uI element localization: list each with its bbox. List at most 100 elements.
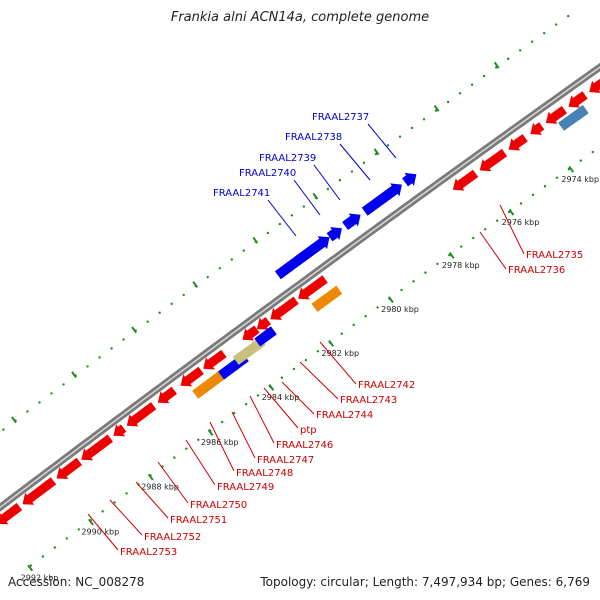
label-leader-line — [209, 421, 235, 472]
feature-box-orange — [192, 371, 224, 399]
tick-dot-inner — [386, 144, 390, 147]
gene-label-reverse: FRAAL2736 — [508, 265, 565, 276]
gene-label-reverse: FRAAL2749 — [217, 482, 274, 493]
tick-dot-outer — [352, 323, 355, 327]
feature-box-orange — [311, 285, 343, 312]
tick-dot-outer — [53, 546, 57, 549]
tick-dot-outer — [519, 202, 523, 205]
gene-label-reverse: FRAAL2752 — [144, 532, 201, 543]
gene-label-reverse: FRAAL2751 — [170, 515, 227, 526]
tick-dot-inner — [206, 275, 209, 279]
tick-dot-inner — [398, 135, 402, 138]
tick-dot-outer — [579, 159, 583, 162]
reverse-gene-arrow — [452, 169, 479, 191]
forward-gene-arrow — [402, 172, 417, 187]
tick-label: 2976 kbp — [502, 218, 540, 227]
tick-dot-inner — [506, 57, 510, 61]
tick-dot-outer — [304, 358, 308, 362]
major-tick — [207, 429, 214, 436]
major-tick — [508, 208, 515, 216]
tick-dot-outer — [41, 555, 45, 558]
reverse-gene-arrow — [242, 325, 260, 341]
label-leader-line — [499, 204, 525, 255]
major-tick-inner — [433, 104, 440, 112]
label-leader-line — [109, 499, 143, 536]
tick-dot-outer — [185, 447, 188, 450]
feature-box-blue — [254, 326, 277, 347]
major-tick-inner — [312, 192, 319, 200]
tick-dot-inner — [458, 92, 462, 95]
label-leader-line — [281, 381, 315, 415]
major-tick — [448, 252, 455, 259]
tick-label: 2988 kbp — [141, 483, 179, 492]
gene-label-forward: FRAAL2739 — [259, 153, 316, 164]
tick-dot-inner — [218, 267, 221, 270]
tick-dot-outer — [555, 176, 559, 179]
tick-dot-inner — [38, 401, 41, 404]
major-tick-inner — [493, 61, 500, 69]
tick-dot-inner — [170, 302, 173, 306]
tick-dot-outer — [280, 376, 284, 379]
reverse-gene-arrow — [508, 134, 528, 151]
gene-label-reverse: FRAAL2743 — [340, 395, 397, 406]
tick-dot-inner — [278, 222, 282, 226]
gene-label-reverse: FRAAL2735 — [526, 250, 583, 261]
major-tick — [268, 384, 275, 391]
tick-dot-inner — [362, 161, 366, 164]
tick-label: 2978 kbp — [442, 261, 480, 270]
tick-dot-outer — [364, 315, 367, 318]
accession-text: Accession: NC_008278 — [8, 575, 145, 589]
reverse-gene-arrow — [157, 386, 177, 404]
tick-dot-inner — [26, 410, 29, 413]
reverse-gene-arrow — [0, 503, 23, 525]
tick-dot-inner — [230, 258, 233, 261]
tick-dot-inner — [50, 392, 53, 395]
map-title: Frankia alni ACN14a, complete genome — [170, 10, 430, 25]
tick-dot-outer — [113, 501, 116, 504]
reverse-gene-arrow — [56, 457, 82, 479]
gene-label-reverse: FRAAL2744 — [316, 410, 373, 421]
gene-label-forward: FRAAL2740 — [239, 168, 296, 179]
tick-dot-inner — [266, 231, 270, 235]
tick-dot-inner — [350, 170, 354, 173]
tick-dot-inner — [122, 338, 125, 341]
tick-dot-outer — [77, 528, 80, 531]
label-leader-line — [299, 361, 339, 400]
tick-dot-outer — [232, 411, 236, 415]
tick-dot-inner — [290, 214, 294, 217]
tick-dot-inner — [410, 126, 414, 130]
label-leader-line — [367, 123, 397, 159]
major-tick-inner — [192, 281, 199, 288]
tick-dot-inner — [182, 293, 185, 297]
tick-dot-outer — [256, 394, 260, 397]
major-tick-inner — [71, 371, 77, 379]
major-tick — [328, 340, 334, 347]
tick-dot-outer — [531, 193, 535, 197]
tick-dot-outer — [173, 456, 176, 459]
major-tick — [88, 518, 94, 526]
gene-label-reverse: FRAAL2753 — [120, 547, 177, 558]
tick-label: 2974 kbp — [561, 175, 599, 184]
tick-dot-inner — [567, 14, 570, 18]
tick-dot-outer — [436, 262, 439, 266]
tick-dot-inner — [326, 187, 330, 191]
reverse-gene-arrow — [81, 434, 113, 461]
tick-dot-outer — [101, 510, 104, 513]
tick-dot-inner — [242, 249, 245, 252]
tick-dot-inner — [446, 100, 450, 104]
tick-dot-inner — [2, 428, 5, 431]
tick-label: 2984 kbp — [262, 393, 300, 402]
label-leader-line — [157, 461, 189, 504]
tick-dot-inner — [302, 205, 306, 208]
tick-dot-outer — [65, 537, 68, 540]
reverse-gene-arrow — [298, 275, 328, 300]
label-leader-line — [231, 411, 256, 459]
tick-label: 2992 kbp — [21, 573, 59, 582]
gene-label-forward: FRAAL2737 — [312, 112, 369, 123]
label-leader-line — [263, 387, 299, 429]
tick-label: 2980 kbp — [381, 305, 419, 314]
label-leader-line — [249, 395, 275, 444]
tick-dot-inner — [158, 311, 161, 314]
tick-dot-outer — [221, 420, 224, 424]
gene-label-forward: FRAAL2738 — [285, 132, 342, 143]
